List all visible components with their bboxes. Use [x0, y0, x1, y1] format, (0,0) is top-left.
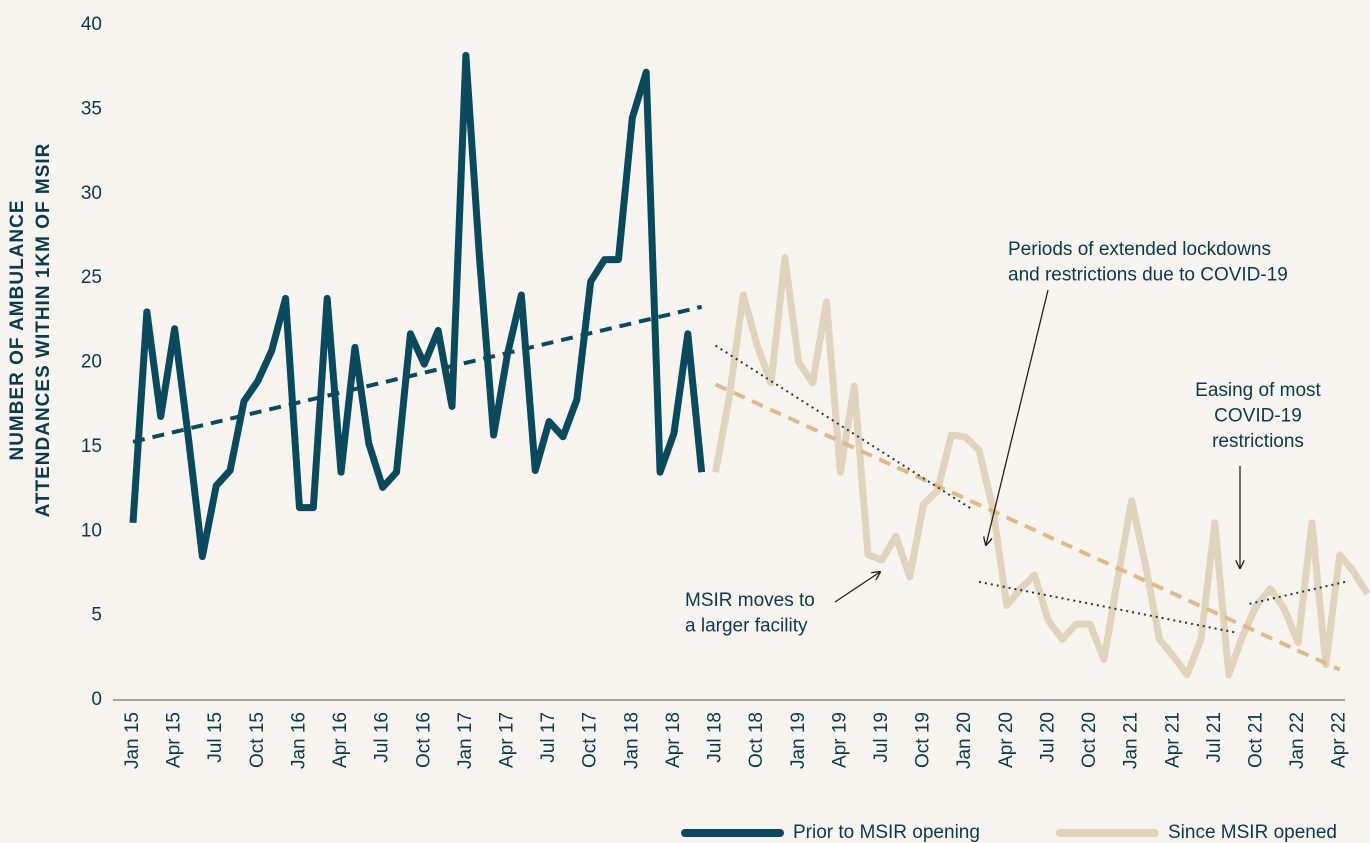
- x-tick-label: Apr 17: [497, 712, 518, 768]
- x-tick-label: Jul 21: [1204, 712, 1225, 763]
- x-tick-label: Jul 19: [871, 712, 892, 763]
- x-tick-label: Jan 22: [1287, 712, 1308, 769]
- legend-label: Since MSIR opened: [1168, 822, 1337, 843]
- x-tick-label: Oct 21: [1245, 712, 1266, 768]
- x-tick-label: Oct 17: [580, 712, 601, 768]
- annotation: and restrictions due to COVID-19: [1008, 265, 1288, 286]
- x-tick-label: Apr 18: [663, 712, 684, 768]
- x-tick-label: Apr 20: [996, 712, 1017, 768]
- x-tick-label: Jan 17: [455, 712, 476, 769]
- x-tick-label: Oct 15: [247, 712, 268, 768]
- trend-line: [132, 304, 703, 444]
- x-tick-label: Jul 17: [538, 712, 559, 763]
- trend-line: [715, 344, 973, 511]
- trend-line: [1249, 580, 1346, 605]
- y-tick-label: 10: [81, 520, 102, 541]
- x-tick-label: Oct 18: [746, 712, 767, 768]
- x-tick-label: Apr 21: [1162, 712, 1183, 768]
- x-tick-label: Jul 16: [372, 712, 393, 763]
- y-tick-label: 35: [81, 98, 102, 119]
- trend-line: [978, 580, 1236, 634]
- y-tick-label: 15: [81, 436, 102, 457]
- y-axis-label: ATTENDANCES WITHIN 1KM OF MSIR: [33, 143, 54, 518]
- x-tick-label: Jan 19: [788, 712, 809, 769]
- x-tick-label: Jul 18: [705, 712, 726, 763]
- x-tick-label: Apr 22: [1329, 712, 1350, 768]
- y-tick-label: 5: [91, 605, 102, 626]
- annotation-arrow: [834, 572, 880, 603]
- y-tick-label: 0: [91, 689, 102, 710]
- annotation-arrow: [986, 289, 1049, 545]
- x-tick-label: Jan 20: [954, 712, 975, 769]
- series-line: [129, 51, 706, 561]
- x-tick-label: Jul 20: [1037, 712, 1058, 763]
- x-tick-label: Apr 16: [330, 712, 351, 768]
- trend-line: [714, 382, 1341, 672]
- y-axis-label: NUMBER OF AMBULANCE: [7, 199, 28, 460]
- x-tick-label: Apr 15: [164, 712, 185, 768]
- x-tick-label: Jan 15: [122, 712, 143, 769]
- x-tick-label: Apr 19: [829, 712, 850, 768]
- x-tick-label: Jan 16: [288, 712, 309, 769]
- annotation: Periods of extended lockdowns: [1008, 239, 1271, 260]
- y-tick-label: 25: [81, 267, 102, 288]
- x-tick-label: Oct 16: [413, 712, 434, 768]
- annotation: Easing of most: [1195, 380, 1321, 401]
- annotation: MSIR moves to: [685, 590, 815, 611]
- y-tick-label: 40: [81, 14, 102, 35]
- x-tick-label: Jan 21: [1121, 712, 1142, 769]
- legend-label: Prior to MSIR opening: [793, 822, 980, 843]
- x-tick-label: Jan 18: [621, 712, 642, 769]
- x-tick-label: Oct 20: [1079, 712, 1100, 768]
- annotation: COVID-19: [1214, 406, 1302, 427]
- y-tick-label: 20: [81, 352, 102, 373]
- x-tick-label: Oct 19: [913, 712, 934, 768]
- annotation: restrictions: [1212, 431, 1304, 452]
- annotation: a larger facility: [685, 616, 808, 637]
- x-tick-label: Jul 15: [205, 712, 226, 763]
- series-line: [712, 254, 1370, 679]
- y-tick-label: 30: [81, 183, 102, 204]
